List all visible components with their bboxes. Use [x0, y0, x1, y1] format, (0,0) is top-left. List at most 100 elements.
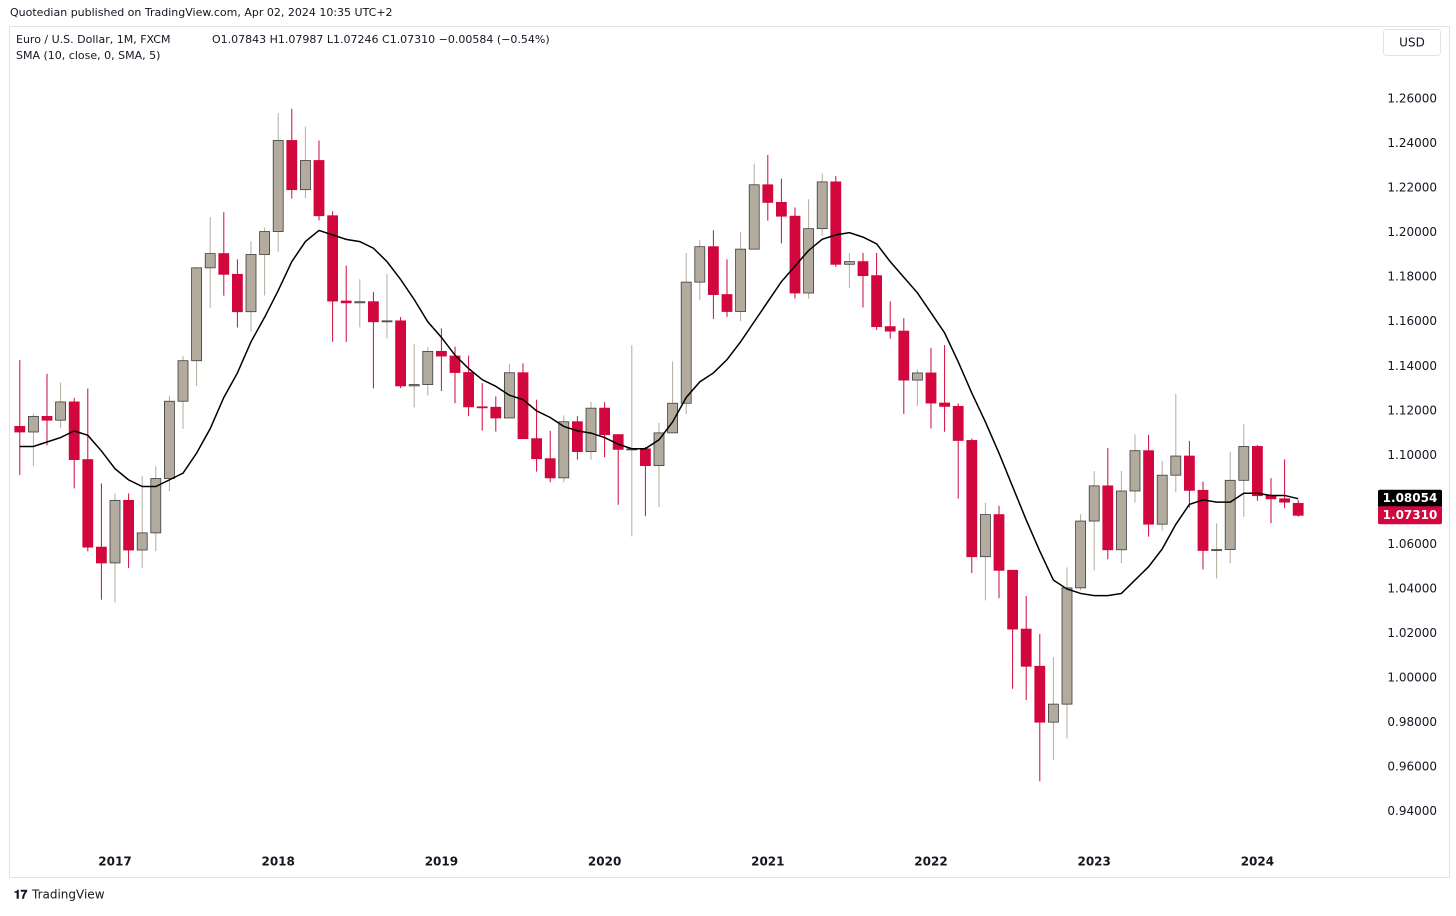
candle-body	[708, 246, 719, 295]
x-tick-label: 2020	[588, 855, 621, 869]
candle-body	[82, 459, 94, 548]
x-tick-label: 2019	[425, 855, 458, 869]
y-tick-label: 1.02000	[1387, 626, 1437, 640]
candle-body	[163, 400, 175, 479]
candle-body	[27, 415, 39, 433]
candle-body	[299, 160, 311, 191]
candle-body	[748, 184, 760, 250]
x-tick-label: 2021	[751, 855, 784, 869]
y-tick-label: 1.04000	[1387, 581, 1437, 595]
candle-body	[1061, 587, 1073, 705]
candle-body	[55, 401, 66, 421]
y-tick-label: 1.24000	[1387, 136, 1437, 150]
currency[interactable]: USD	[1399, 36, 1425, 50]
candle-body	[803, 228, 814, 294]
logo-mark: 𝟏𝟕	[14, 888, 28, 902]
candle-body	[1184, 455, 1195, 491]
candle-body	[1211, 549, 1222, 551]
candle-body	[1143, 450, 1154, 525]
candle-body	[871, 275, 882, 328]
candle-body	[367, 301, 379, 323]
candle-body	[884, 326, 896, 332]
candle-body	[558, 421, 570, 479]
candle-body	[96, 546, 107, 564]
candle-body	[1020, 628, 1032, 667]
candle-body	[680, 281, 692, 404]
candle-body	[14, 426, 26, 433]
x-tick-label: 2018	[261, 855, 294, 869]
candle-body	[1048, 703, 1059, 723]
candle-body	[191, 267, 203, 362]
candle-body	[422, 350, 434, 385]
candle-body	[1116, 490, 1127, 551]
y-tick-label: 1.14000	[1387, 359, 1437, 373]
candle-body	[830, 181, 842, 265]
candle-body	[150, 478, 162, 534]
candle-body	[1007, 569, 1018, 630]
candle-body	[435, 350, 447, 357]
y-tick-label: 1.00000	[1387, 671, 1437, 685]
candle-body	[476, 406, 488, 409]
ohlc-text: O1.07843 H1.07987 L1.07246 C1.07310 −0.0…	[212, 33, 550, 46]
candle-body	[1102, 485, 1114, 551]
currency-button[interactable]	[1383, 29, 1441, 56]
candle-body	[109, 499, 121, 564]
candle-body	[231, 273, 243, 313]
candle-body	[272, 140, 284, 232]
y-tick-label: 1.18000	[1387, 270, 1437, 284]
candle-body	[1156, 474, 1168, 525]
candle-body	[463, 372, 475, 408]
candle-body	[694, 246, 706, 283]
candle-body	[952, 405, 964, 441]
candle-body	[980, 514, 991, 558]
candle-body	[245, 254, 257, 313]
sma-line	[19, 229, 1299, 597]
candle-body	[789, 215, 801, 294]
candle-body	[517, 372, 529, 440]
candle-body	[993, 514, 1005, 571]
x-tick-label: 2024	[1241, 855, 1274, 869]
candle-body	[640, 448, 651, 467]
candle-body	[1034, 665, 1046, 723]
candle-body	[1197, 489, 1209, 551]
candle-body	[585, 407, 597, 452]
candle-body	[776, 201, 787, 217]
candle-body	[531, 438, 542, 460]
frame	[9, 26, 1450, 878]
symbol-title: Euro / U.S. Dollar, 1M, FXCM	[16, 33, 170, 46]
candle-body	[898, 330, 910, 381]
price-label: 1.07310	[1383, 508, 1438, 522]
candle-body	[1170, 455, 1182, 476]
candle-body	[408, 384, 420, 387]
candle-body	[41, 415, 53, 421]
candle-body	[381, 320, 393, 323]
candle-body	[572, 421, 583, 452]
candle-body	[340, 300, 352, 304]
candle-body	[762, 184, 774, 203]
candle-body	[1129, 450, 1141, 492]
y-tick-label: 1.12000	[1387, 403, 1437, 417]
candle-body	[966, 440, 978, 558]
candle-body	[816, 181, 828, 230]
price-label: 1.08054	[1383, 491, 1438, 505]
x-tick-label: 2017	[98, 855, 131, 869]
publisher: Quotedian published on TradingView.com, …	[10, 6, 393, 19]
y-tick-label: 1.16000	[1387, 314, 1437, 328]
price-label-box	[1378, 506, 1442, 525]
candle-body	[544, 458, 556, 479]
candle-body	[177, 360, 189, 402]
candle-body	[1075, 520, 1086, 589]
candle-body	[735, 248, 746, 312]
candle-body	[123, 499, 134, 551]
y-tick-label: 1.26000	[1387, 92, 1437, 106]
candle-body	[653, 432, 665, 467]
candle-body	[912, 372, 923, 381]
candle-body	[844, 261, 855, 265]
y-tick-label: 1.20000	[1387, 225, 1437, 239]
candle-body	[857, 261, 869, 277]
candle-body	[1238, 446, 1250, 481]
candle-body	[1252, 446, 1263, 497]
candle-body	[1279, 498, 1290, 503]
